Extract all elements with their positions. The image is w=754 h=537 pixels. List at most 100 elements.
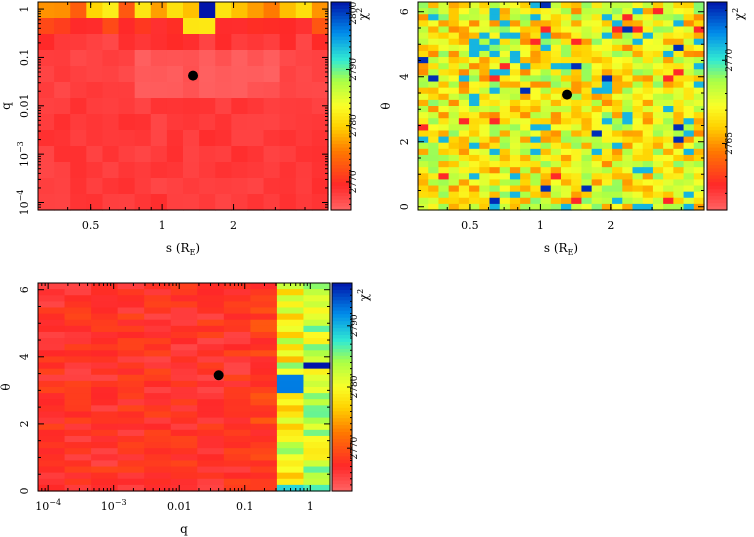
heatmap-cell — [428, 154, 440, 162]
heatmap-cell — [38, 429, 66, 437]
heatmap-cell — [591, 63, 603, 70]
y-tick-label: 0 — [398, 203, 411, 210]
colorbar-segment — [707, 88, 727, 93]
heatmap-cell — [38, 313, 66, 321]
heatmap-cell — [622, 118, 634, 125]
colorbar-segment — [332, 473, 352, 478]
heatmap-cell — [632, 50, 644, 58]
heatmap-cell — [86, 98, 104, 115]
heatmap-cell — [601, 8, 613, 15]
heatmap-cell — [144, 344, 172, 351]
heatmap-cell — [150, 98, 168, 115]
heatmap-cell — [64, 387, 92, 394]
heatmap-cell — [118, 178, 136, 195]
heatmap-cell — [693, 173, 705, 181]
x-tick-label: 0.01 — [167, 500, 192, 513]
heatmap-cell — [509, 173, 521, 181]
heatmap-cell — [199, 162, 216, 179]
heatmap-cell — [530, 106, 542, 113]
heatmap-cell — [509, 2, 521, 9]
heatmap-cell — [64, 448, 92, 455]
heatmap-cell — [102, 130, 120, 147]
heatmap-cell — [438, 173, 450, 181]
heatmap-cell — [499, 8, 511, 15]
heatmap-cell — [418, 99, 429, 107]
heatmap-cell — [469, 154, 480, 162]
heatmap-cell — [561, 167, 572, 174]
heatmap-cell — [458, 26, 470, 34]
x-tick-label: 0.1 — [236, 500, 254, 513]
heatmap-cell — [561, 106, 572, 113]
heatmap-cell — [458, 148, 470, 156]
heatmap-cell — [117, 417, 145, 425]
heatmap-cell — [458, 93, 470, 101]
colorbar-segment — [332, 390, 352, 395]
heatmap-cell — [38, 362, 66, 370]
heatmap-cell — [438, 191, 450, 199]
heatmap-cell — [448, 75, 460, 83]
heatmap-cell — [520, 32, 531, 40]
colorbar-segment — [331, 203, 351, 208]
colorbar-segment — [707, 126, 727, 131]
colorbar-segment — [332, 445, 352, 450]
heatmap-cell — [469, 14, 480, 21]
heatmap-cell — [70, 162, 87, 179]
heatmap-cell — [469, 87, 480, 95]
heatmap-cell — [499, 142, 511, 150]
heatmap-cell — [683, 8, 695, 15]
colorbar-segment — [331, 178, 351, 183]
heatmap-cell — [632, 154, 644, 162]
heatmap-cell — [632, 14, 644, 21]
heatmap-cell — [652, 191, 664, 199]
heatmap-cell — [223, 283, 251, 290]
colorbar-segment — [331, 85, 351, 90]
heatmap-cell — [469, 197, 480, 205]
colorbar-segment — [332, 380, 352, 385]
heatmap-cell — [64, 289, 92, 296]
heatmap-cell — [581, 136, 593, 144]
heatmap-cell — [683, 118, 695, 125]
heatmap-cell — [591, 87, 603, 95]
colorbar-segment — [331, 137, 351, 142]
heatmap-cell — [540, 173, 552, 181]
heatmap-cell — [247, 98, 265, 115]
heatmap-cell — [215, 2, 232, 19]
heatmap-cell — [673, 26, 685, 34]
heatmap-cell — [581, 161, 593, 168]
heatmap-cell — [247, 130, 265, 147]
heatmap-cell — [581, 2, 593, 9]
heatmap-cell — [561, 185, 572, 193]
heatmap-cell — [303, 423, 331, 431]
heatmap-cell — [683, 99, 695, 107]
heatmap-cell — [509, 136, 521, 144]
heatmap-cell — [499, 203, 511, 211]
heatmap-cell — [540, 154, 552, 162]
heatmap-cell — [469, 136, 480, 144]
heatmap-cell — [117, 460, 145, 468]
heatmap-cell — [276, 460, 305, 468]
y-tick-label: 4 — [398, 73, 411, 80]
heatmap-cell — [509, 106, 521, 113]
heatmap-cell — [509, 32, 521, 40]
heatmap-cell — [263, 130, 281, 147]
heatmap-cell — [479, 118, 491, 125]
heatmap-cell — [144, 387, 172, 394]
heatmap-cell — [38, 417, 66, 425]
heatmap-cell — [571, 69, 583, 77]
heatmap-cell — [530, 93, 542, 101]
heatmap-cell — [250, 283, 278, 290]
heatmap-cell — [250, 399, 278, 406]
heatmap-cell — [295, 162, 313, 179]
heatmap-cell — [38, 405, 66, 413]
heatmap-cell — [540, 142, 552, 150]
heatmap-cell — [612, 154, 623, 162]
heatmap-cell — [144, 442, 172, 449]
heatmap-cell — [458, 142, 470, 150]
heatmap-cell — [581, 124, 593, 132]
heatmap-cell — [571, 57, 583, 64]
heatmap-cell — [540, 26, 552, 34]
heatmap-cell — [591, 203, 603, 211]
heatmap-cell — [632, 8, 644, 15]
heatmap-cell — [622, 148, 634, 156]
heatmap-cell — [479, 148, 491, 156]
